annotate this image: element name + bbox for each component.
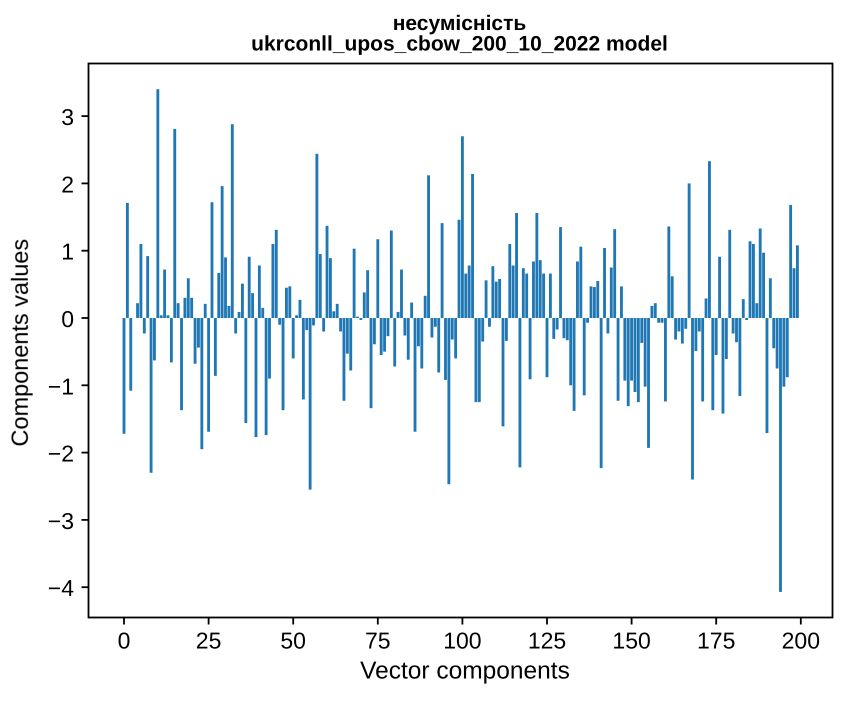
svg-text:100: 100 <box>443 628 481 654</box>
svg-text:−2: −2 <box>48 441 74 467</box>
svg-text:3: 3 <box>61 104 74 130</box>
svg-text:175: 175 <box>697 628 735 654</box>
svg-text:−3: −3 <box>48 508 74 534</box>
svg-text:ukrconll_upos_cbow_200_10_2022: ukrconll_upos_cbow_200_10_2022 model <box>251 33 668 56</box>
svg-text:−4: −4 <box>48 575 74 601</box>
svg-text:−1: −1 <box>48 373 74 399</box>
svg-text:0: 0 <box>61 306 74 332</box>
svg-text:200: 200 <box>782 628 820 654</box>
svg-text:1: 1 <box>61 239 74 265</box>
svg-text:2: 2 <box>61 171 74 197</box>
svg-text:Components values: Components values <box>7 239 33 447</box>
svg-text:150: 150 <box>612 628 650 654</box>
svg-text:несумісність: несумісність <box>393 12 527 35</box>
svg-text:50: 50 <box>280 628 306 654</box>
svg-text:Vector components: Vector components <box>360 658 570 685</box>
svg-text:25: 25 <box>196 628 222 654</box>
svg-text:125: 125 <box>528 628 566 654</box>
svg-text:75: 75 <box>365 628 391 654</box>
svg-text:0: 0 <box>118 628 131 654</box>
